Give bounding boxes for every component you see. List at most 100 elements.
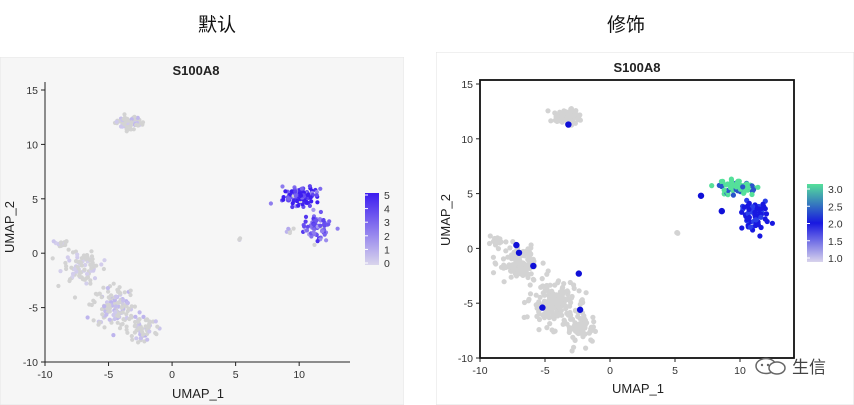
colorbar-tick-label: 3 bbox=[384, 217, 390, 229]
data-point bbox=[762, 216, 768, 222]
data-point bbox=[106, 289, 111, 294]
data-point bbox=[69, 265, 74, 270]
data-point bbox=[574, 327, 580, 333]
data-point bbox=[546, 315, 552, 321]
data-point bbox=[287, 230, 292, 236]
data-point bbox=[315, 200, 320, 205]
data-point bbox=[729, 180, 735, 186]
data-point bbox=[732, 183, 738, 189]
data-point bbox=[568, 106, 574, 112]
data-point bbox=[88, 281, 93, 286]
data-point bbox=[720, 178, 726, 184]
data-point bbox=[544, 325, 550, 331]
data-point bbox=[721, 187, 727, 193]
data-point bbox=[305, 192, 310, 197]
data-point bbox=[66, 247, 71, 252]
data-point bbox=[521, 299, 528, 306]
data-point bbox=[126, 127, 131, 132]
data-point bbox=[521, 253, 528, 259]
data-point bbox=[486, 240, 493, 247]
data-point bbox=[536, 311, 542, 317]
data-point bbox=[118, 124, 124, 129]
data-point bbox=[132, 330, 137, 335]
data-point bbox=[572, 120, 578, 126]
data-point bbox=[508, 274, 514, 280]
y-tick-label: 15 bbox=[26, 85, 38, 97]
colorbar-tick-label: 2.0 bbox=[828, 219, 843, 231]
data-point bbox=[501, 279, 507, 285]
data-point bbox=[559, 285, 565, 291]
x-axis-label: UMAP_1 bbox=[612, 381, 664, 396]
y-tick-label: 0 bbox=[32, 248, 38, 260]
data-point bbox=[70, 271, 76, 276]
data-point bbox=[745, 184, 751, 190]
data-point bbox=[72, 267, 77, 272]
data-point bbox=[268, 201, 273, 206]
data-point bbox=[492, 260, 498, 266]
data-point bbox=[576, 323, 582, 329]
data-point bbox=[113, 304, 118, 309]
chat-bubble-icon bbox=[755, 357, 786, 375]
data-point bbox=[304, 228, 310, 233]
data-point bbox=[291, 226, 296, 231]
data-point bbox=[120, 310, 125, 315]
data-point bbox=[528, 242, 534, 248]
data-point bbox=[70, 250, 76, 255]
colorbar-tick-label: 2 bbox=[384, 231, 390, 243]
y-ticks: -10 -5 0 5 10 15 bbox=[458, 79, 480, 365]
data-point bbox=[290, 201, 295, 206]
y-axis-label: UMAP_2 bbox=[438, 194, 453, 246]
data-point bbox=[288, 192, 293, 197]
data-point bbox=[546, 302, 552, 308]
data-point bbox=[50, 256, 55, 261]
data-point bbox=[501, 262, 507, 268]
data-point bbox=[126, 306, 131, 311]
data-point bbox=[545, 108, 551, 114]
data-point bbox=[56, 283, 61, 289]
data-point bbox=[728, 184, 734, 190]
data-point bbox=[562, 318, 568, 324]
y-axis-label: UMAP_2 bbox=[2, 201, 17, 253]
data-point bbox=[563, 289, 569, 295]
data-point bbox=[135, 123, 141, 128]
data-point bbox=[309, 234, 314, 239]
data-point bbox=[283, 189, 288, 194]
x-ticks: -10 -5 0 5 10 bbox=[37, 362, 305, 381]
data-point bbox=[85, 275, 90, 280]
colorbar-ticks: 1.0 1.5 2.0 2.5 3.0 bbox=[807, 184, 843, 265]
data-point bbox=[58, 269, 63, 274]
data-point bbox=[723, 182, 729, 188]
highlighted-point bbox=[576, 306, 584, 313]
data-point bbox=[572, 307, 579, 313]
data-point bbox=[536, 327, 542, 333]
data-point bbox=[541, 312, 547, 318]
x-tick-label: 5 bbox=[672, 365, 678, 377]
data-point bbox=[556, 117, 562, 123]
data-point bbox=[101, 285, 106, 290]
data-point bbox=[115, 287, 120, 292]
data-point bbox=[293, 189, 298, 194]
data-point bbox=[557, 305, 563, 311]
data-point bbox=[591, 319, 597, 325]
data-point bbox=[51, 239, 56, 244]
chart-title: S100A8 bbox=[614, 60, 661, 75]
data-point bbox=[137, 317, 142, 322]
data-point bbox=[537, 294, 543, 300]
data-point bbox=[145, 337, 150, 342]
data-point bbox=[146, 323, 151, 328]
data-point bbox=[757, 233, 763, 239]
data-point bbox=[128, 288, 133, 293]
data-point bbox=[746, 214, 752, 220]
x-tick-label: -5 bbox=[104, 369, 113, 381]
data-point bbox=[129, 117, 134, 122]
data-point bbox=[89, 249, 94, 254]
data-point bbox=[121, 116, 126, 122]
data-point bbox=[490, 270, 497, 276]
data-point bbox=[571, 344, 577, 350]
data-point bbox=[302, 224, 307, 229]
data-point bbox=[545, 268, 551, 274]
data-point bbox=[102, 304, 107, 309]
x-tick-label: 10 bbox=[734, 365, 746, 377]
data-point bbox=[507, 245, 513, 251]
right-umap-chart: S100A8 -10 -5 0 5 10 -10 -5 0 5 10 15 UMAP_1 UMAP… bbox=[436, 52, 854, 405]
